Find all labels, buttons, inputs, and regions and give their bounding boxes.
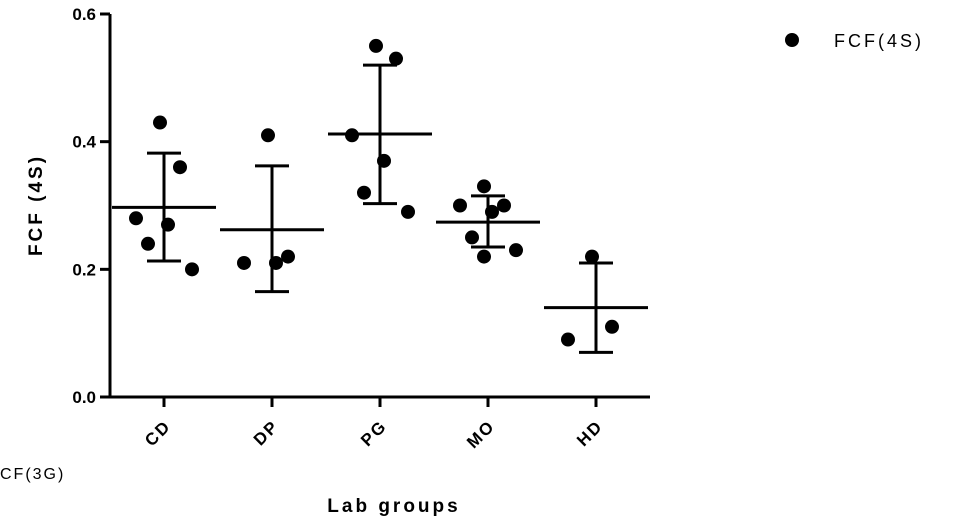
group-dp (220, 128, 324, 294)
annotation-text: CF(3G) (0, 466, 65, 483)
group-hd (544, 249, 648, 354)
group-mo (436, 179, 540, 264)
data-point (261, 128, 275, 143)
y-tick-label: 0.6 (72, 5, 96, 24)
x-tick-label: DP (250, 416, 283, 449)
data-point (485, 204, 499, 219)
data-point (357, 185, 371, 200)
data-point (561, 332, 575, 347)
y-tick-label: 0.4 (72, 133, 96, 152)
group-pg (328, 38, 432, 219)
x-tick-label: PG (357, 416, 391, 450)
data-point (389, 51, 403, 66)
group-cd (112, 115, 216, 277)
data-point (173, 160, 187, 175)
data-point (269, 255, 283, 270)
y-axis: 0.0 0.2 0.4 0.6 (72, 5, 112, 407)
x-tick-label: MO (463, 416, 499, 452)
x-tick-label: CD (141, 416, 175, 450)
data-point (465, 230, 479, 245)
legend-marker (785, 33, 799, 47)
y-axis-title: FCF (4S) (26, 154, 47, 256)
data-point (477, 249, 491, 264)
data-point (585, 249, 599, 264)
legend-label: FCF(4S) (834, 31, 924, 51)
data-point (477, 179, 491, 194)
data-point (141, 236, 155, 251)
data-point (369, 38, 383, 53)
y-tick-label: 0.0 (72, 388, 96, 407)
data-point (509, 243, 523, 258)
data-point (185, 262, 199, 277)
data-point (153, 115, 167, 130)
data-point (237, 255, 251, 270)
x-tick-label: HD (573, 416, 607, 450)
data-point (401, 204, 415, 219)
data-point (377, 153, 391, 168)
data-point (497, 198, 511, 213)
chart-marks (112, 38, 648, 354)
x-axis: CD DP PG MO HD (108, 395, 650, 452)
data-point (281, 249, 295, 264)
data-point (345, 128, 359, 143)
legend: FCF(4S) (785, 31, 924, 51)
x-axis-title: Lab groups (327, 496, 460, 517)
y-tick-label: 0.2 (72, 260, 96, 279)
data-point (129, 211, 143, 226)
data-point (605, 319, 619, 334)
data-point (453, 198, 467, 213)
data-point (161, 217, 175, 232)
